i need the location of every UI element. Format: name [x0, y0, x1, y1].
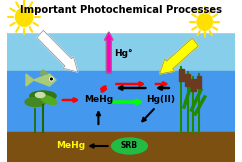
- Polygon shape: [159, 38, 198, 74]
- Polygon shape: [37, 30, 78, 72]
- Text: Important Photochemical Processes: Important Photochemical Processes: [20, 5, 222, 15]
- Polygon shape: [40, 70, 48, 74]
- Bar: [7, 0, 235, 71]
- Ellipse shape: [112, 138, 147, 154]
- Circle shape: [15, 7, 34, 27]
- Bar: [7, 0, 235, 32]
- Bar: [191, 79, 196, 91]
- Bar: [179, 69, 183, 81]
- Polygon shape: [34, 74, 56, 86]
- Ellipse shape: [25, 98, 46, 106]
- Circle shape: [196, 13, 213, 31]
- Bar: [7, 132, 235, 162]
- Circle shape: [51, 78, 52, 80]
- Polygon shape: [105, 32, 113, 73]
- Ellipse shape: [35, 93, 45, 98]
- Text: Hg(II): Hg(II): [146, 96, 175, 104]
- Bar: [185, 74, 190, 86]
- Polygon shape: [26, 74, 34, 86]
- Text: MeHg: MeHg: [57, 141, 86, 150]
- Bar: [197, 76, 201, 88]
- Ellipse shape: [41, 95, 57, 104]
- Bar: [7, 71, 235, 132]
- Text: MeHg: MeHg: [84, 96, 113, 104]
- Text: SRB: SRB: [121, 141, 138, 150]
- Ellipse shape: [30, 91, 56, 101]
- Circle shape: [50, 77, 53, 81]
- Text: Hg°: Hg°: [114, 48, 133, 58]
